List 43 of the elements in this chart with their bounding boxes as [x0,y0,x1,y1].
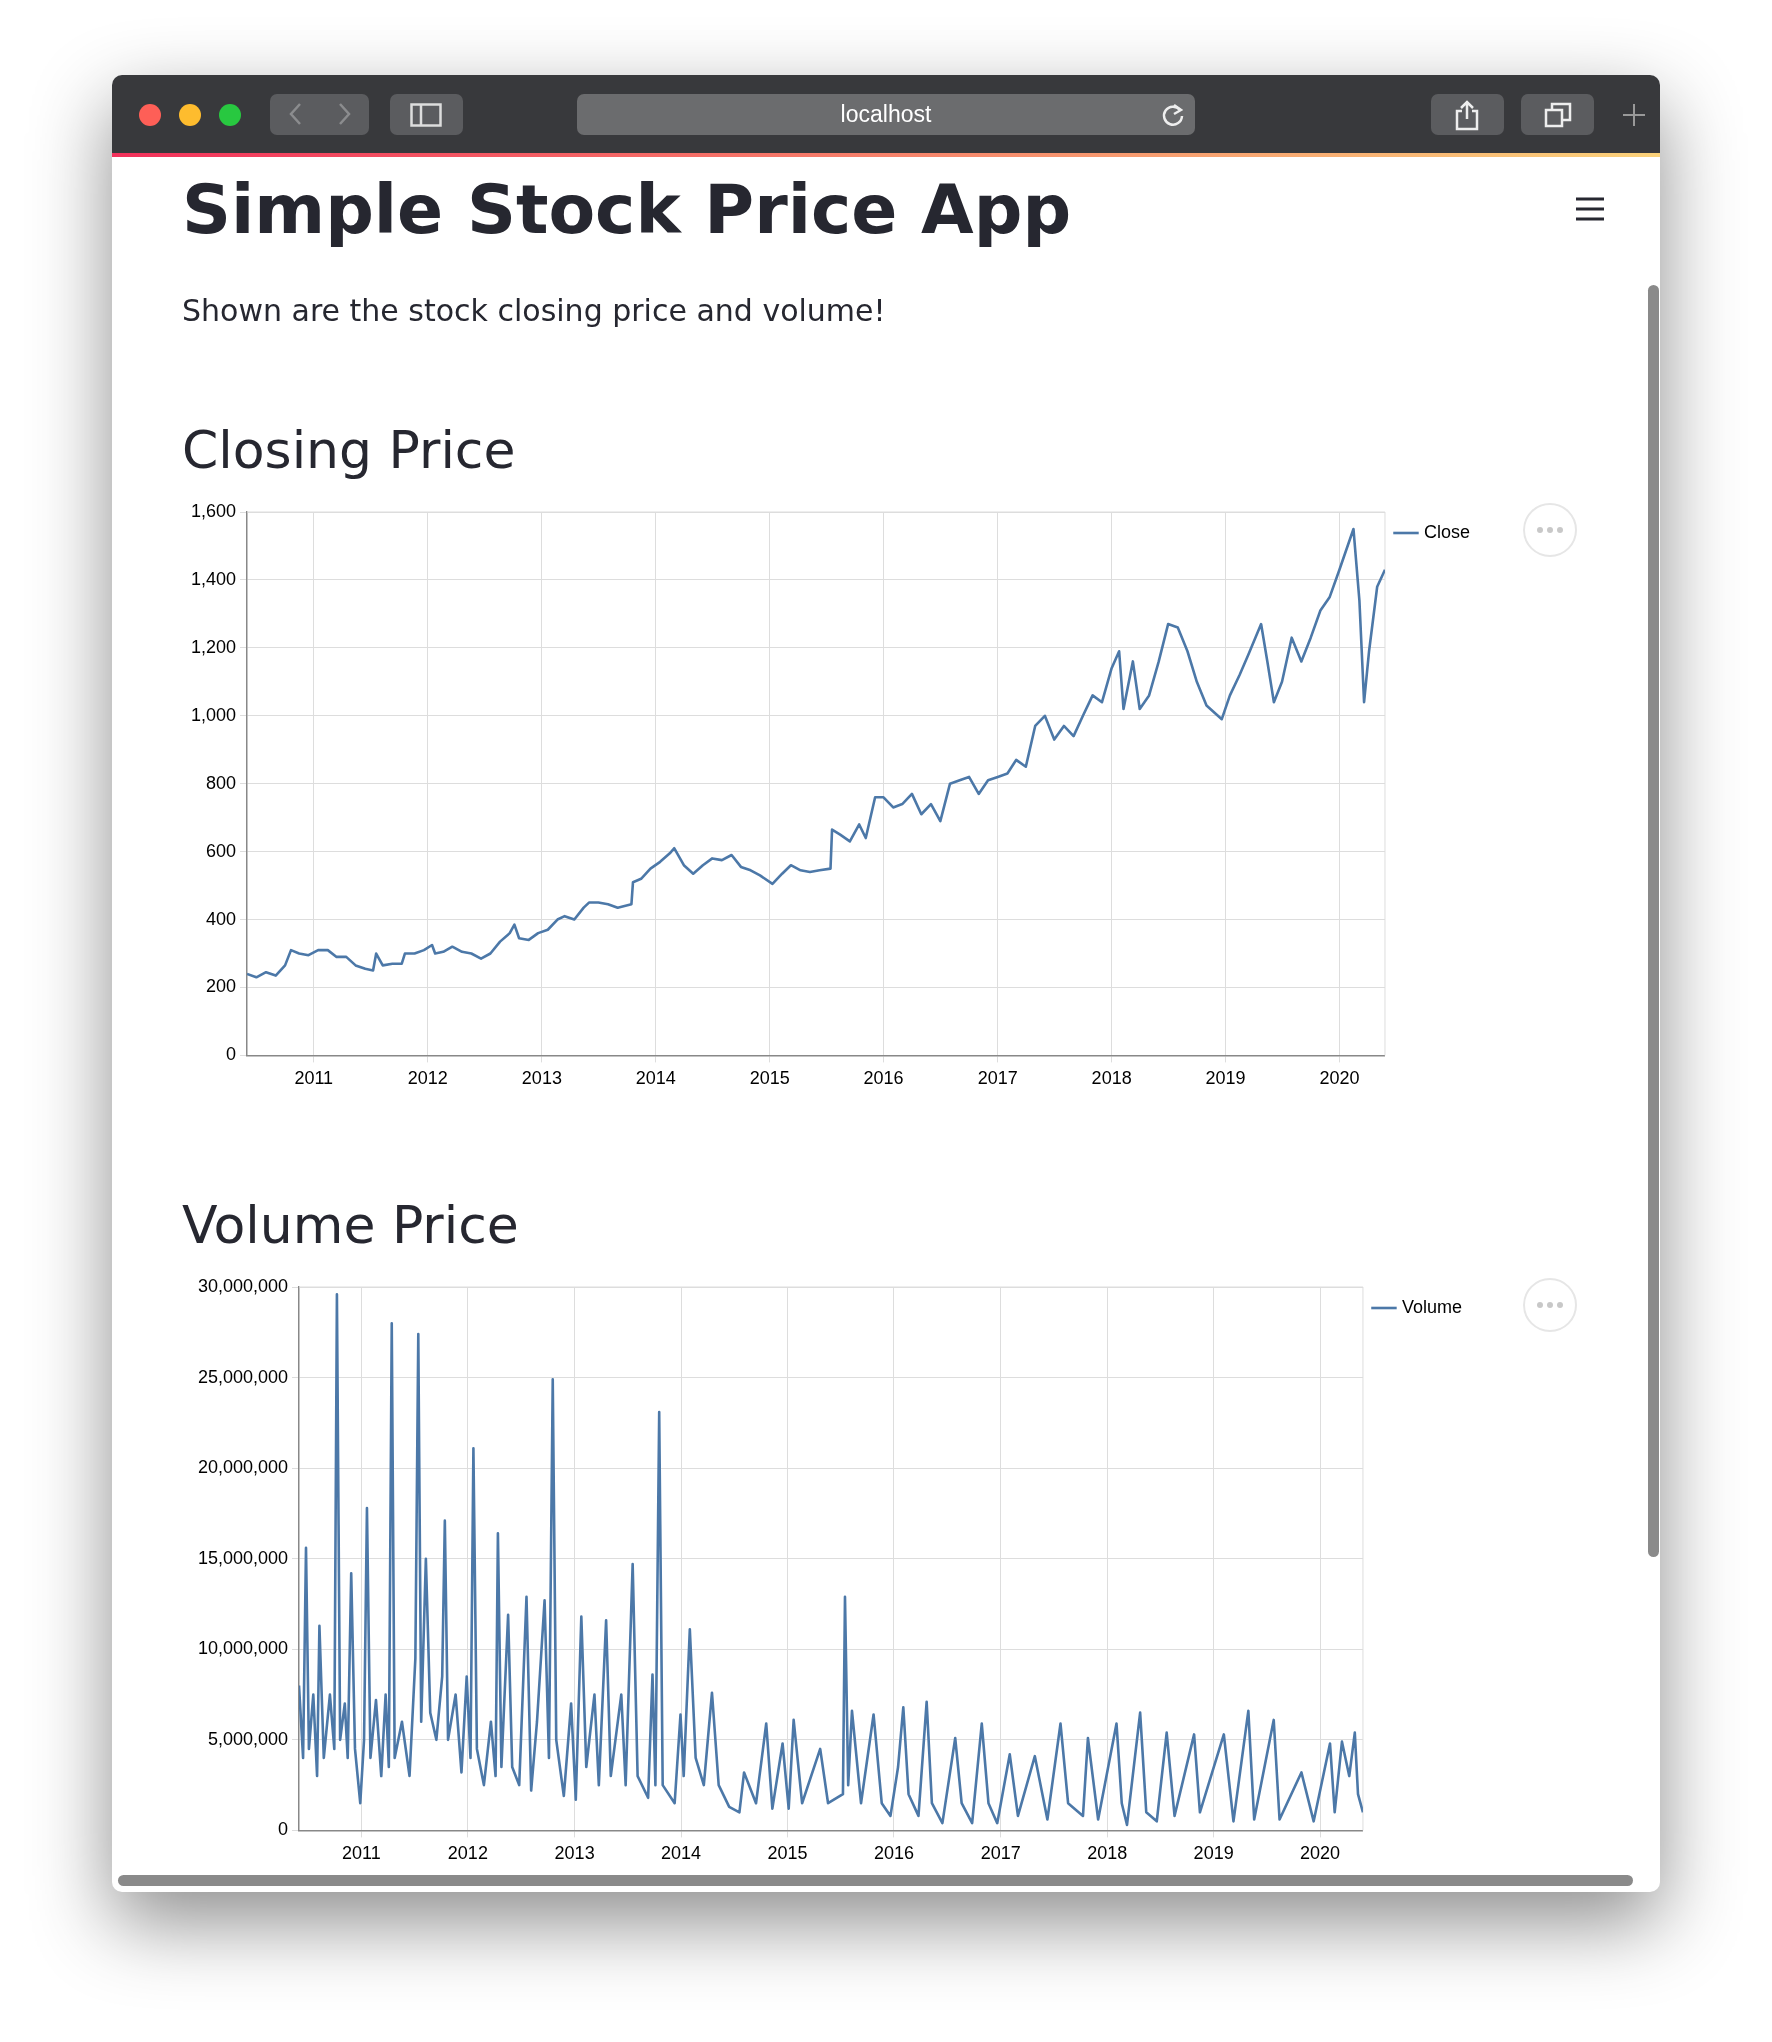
x-tick-label: 2019 [1193,1843,1234,1864]
x-tick-label: 2011 [342,1843,381,1864]
x-tick-label: 2017 [977,1068,1018,1089]
x-tick-label: 2014 [661,1843,702,1864]
x-tick-label: 2012 [407,1068,448,1089]
y-tick-label: 400 [205,908,236,929]
x-tick-label: 2012 [447,1843,488,1864]
y-tick-label: 0 [277,1819,288,1840]
legend-label: Volume [1401,1296,1463,1317]
y-tick-label: 1,200 [190,636,236,657]
y-tick-label: 15,000,000 [197,1547,288,1568]
x-tick-label: 2018 [1087,1843,1128,1864]
x-tick-label: 2016 [873,1843,914,1864]
y-tick-label: 800 [205,772,236,793]
text: localhost [577,94,1195,135]
x-tick-label: 2013 [521,1068,562,1089]
x-tick-label: 2015 [749,1068,790,1089]
x-tick-label: 2020 [1319,1068,1360,1089]
y-tick-label: 1,000 [190,704,236,725]
x-tick-label: 2016 [863,1068,904,1089]
text: Shown are the stock closing price and volume! [182,293,886,328]
text: Simple Stock Price App [182,170,1072,249]
y-tick-label: 600 [205,840,236,861]
x-tick-label: 2019 [1205,1068,1246,1089]
x-tick-label: 2013 [554,1843,595,1864]
x-tick-label: 2017 [980,1843,1021,1864]
y-tick-label: 1,400 [190,568,236,589]
y-tick-label: 5,000,000 [207,1728,288,1749]
chart-title: Closing Price [182,420,516,480]
y-tick-label: 200 [205,976,236,997]
y-tick-label: 30,000,000 [197,1275,288,1296]
y-tick-label: 1,600 [190,500,236,521]
y-tick-label: 20,000,000 [197,1457,288,1478]
y-tick-label: 25,000,000 [197,1366,288,1387]
y-tick-label: 10,000,000 [197,1638,288,1659]
x-tick-label: 2020 [1300,1843,1341,1864]
x-tick-label: 2015 [767,1843,808,1864]
x-tick-label: 2014 [635,1068,676,1089]
legend-label: Close [1423,521,1471,542]
chart-title: Volume Price [182,1195,519,1255]
y-tick-label: 0 [225,1044,236,1065]
x-tick-label: 2018 [1091,1068,1132,1089]
x-tick-label: 2011 [294,1068,334,1089]
